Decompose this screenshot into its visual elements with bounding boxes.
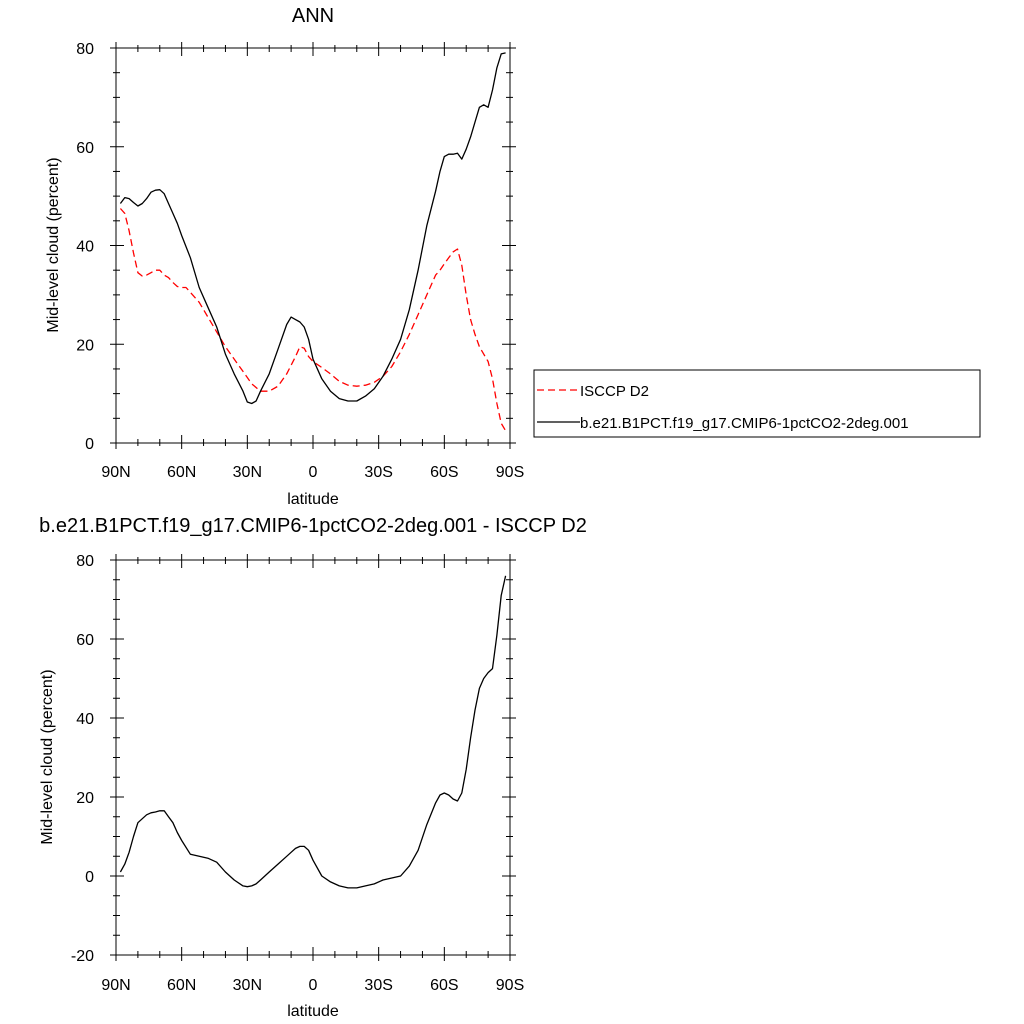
x-tick-label: 0: [309, 464, 318, 481]
legend-label: b.e21.B1PCT.f19_g17.CMIP6-1pctCO2-2deg.0…: [580, 415, 909, 432]
y-tick-label: 0: [85, 869, 94, 886]
y-tick-label: 60: [76, 632, 94, 649]
y-tick-label: 40: [76, 239, 94, 256]
x-tick-label: 30N: [233, 464, 262, 481]
chart-panel-2: b.e21.B1PCT.f19_g17.CMIP6-1pctCO2-2deg.0…: [39, 515, 587, 1020]
x-axis-label: latitude: [287, 1003, 339, 1020]
chart-panel-1: ANN 90N 60N 30N 0 30S 60S 90S 0 20 40 60 80 latitude M…: [45, 5, 981, 508]
y-tick-label: 20: [76, 337, 94, 354]
x-axis-label: latitude: [287, 491, 339, 508]
x-tick-label: 0: [309, 977, 318, 994]
x-tick-label: 60N: [167, 977, 196, 994]
chart-title: ANN: [292, 5, 334, 27]
y-tick-label: 60: [76, 140, 94, 157]
y-tick-label: -20: [71, 948, 94, 965]
x-tick-label: 90N: [101, 977, 130, 994]
legend: ISCCP D2 b.e21.B1PCT.f19_g17.CMIP6-1pctCO…: [533, 369, 981, 438]
series-line-model: [119, 52, 506, 405]
y-tick-label: 20: [76, 790, 94, 807]
y-tick-label: 0: [85, 436, 94, 453]
series-line-isccp-d2: [119, 208, 507, 432]
plot-frame: [115, 47, 511, 444]
x-tick-label: 30S: [364, 977, 392, 994]
x-tick-label: 90S: [496, 977, 524, 994]
y-tick-label: 40: [76, 711, 94, 728]
x-tick-label: 90S: [496, 464, 524, 481]
y-tick-label: 80: [76, 553, 94, 570]
legend-label: ISCCP D2: [580, 383, 649, 400]
y-tick-label: 80: [76, 41, 94, 58]
plot-frame: [115, 559, 511, 956]
series-line-difference: [119, 575, 507, 889]
x-tick-label: 90N: [101, 464, 130, 481]
x-tick-label: 60S: [430, 464, 458, 481]
y-axis-label: Mid-level cloud (percent): [45, 157, 62, 332]
y-axis-label: Mid-level cloud (percent): [39, 669, 56, 844]
x-tick-label: 60N: [167, 464, 196, 481]
x-tick-label: 60S: [430, 977, 458, 994]
chart-title: b.e21.B1PCT.f19_g17.CMIP6-1pctCO2-2deg.0…: [39, 515, 587, 537]
legend-box: [533, 369, 981, 438]
x-tick-label: 30N: [233, 977, 262, 994]
x-tick-label: 30S: [364, 464, 392, 481]
